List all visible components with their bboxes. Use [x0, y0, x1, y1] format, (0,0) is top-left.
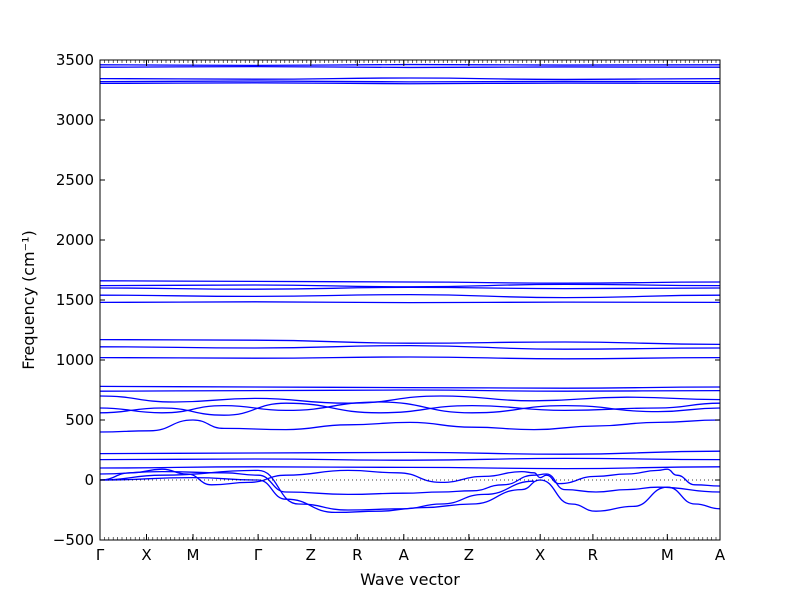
band-line-1: [99, 63, 721, 67]
x-tick-label: R: [588, 546, 598, 564]
band-line-12: [99, 344, 721, 350]
band-line-21: [99, 457, 721, 461]
band-line-18: [99, 402, 721, 416]
x-tick-label: A: [399, 546, 410, 564]
y-tick-label: −500: [53, 531, 94, 549]
band-line-6: [99, 280, 721, 284]
axis-ticks: [99, 59, 721, 541]
y-tick-label: 500: [65, 411, 94, 429]
y-tick-label: 2000: [56, 231, 94, 249]
y-axis-label: Frequency (cm⁻¹): [19, 230, 38, 369]
band-line-24: [99, 470, 721, 496]
band-line-10: [99, 301, 721, 304]
x-tick-label: R: [352, 546, 362, 564]
band-line-9: [99, 293, 721, 299]
x-axis-label: Wave vector: [360, 570, 460, 589]
band-line-26: [99, 469, 535, 511]
x-tick-label: Z: [464, 546, 474, 564]
band-line-20: [99, 450, 721, 455]
y-tick-label: 3500: [56, 51, 94, 69]
band-line-23: [99, 468, 721, 487]
y-tick-labels: −500 0 500 1000 1500 2000 2500 3000 3500: [53, 51, 94, 549]
y-tick-label: 0: [84, 471, 94, 489]
band-line-19: [99, 419, 721, 433]
x-tick-label: X: [141, 546, 151, 564]
band-line-7: [99, 283, 721, 288]
y-tick-label: 1000: [56, 351, 94, 369]
band-line-25: [99, 476, 721, 514]
band-line-3: [99, 77, 721, 81]
band-line-17: [99, 401, 721, 414]
band-line-11: [99, 338, 721, 346]
y-tick-label: 2500: [56, 171, 94, 189]
band-line-4: [99, 80, 721, 83]
band-line-16: [99, 395, 721, 404]
x-tick-label: X: [535, 546, 545, 564]
band-line-13: [99, 356, 721, 360]
band-line-8: [99, 286, 721, 290]
x-tick-label: A: [715, 546, 726, 564]
band-line-15: [99, 389, 721, 392]
band-line-14: [99, 385, 721, 389]
y-tick-label: 3000: [56, 111, 94, 129]
band-line-22: [99, 466, 721, 470]
plot-area: [99, 63, 721, 514]
x-tick-label: M: [187, 546, 200, 564]
y-tick-label: 1500: [56, 291, 94, 309]
band-line-5: [99, 82, 721, 85]
x-tick-label: Γ: [254, 546, 263, 564]
x-tick-label: Z: [306, 546, 316, 564]
x-tick-label: M: [661, 546, 674, 564]
band-line-2: [99, 65, 721, 69]
x-tick-label: Γ: [96, 546, 105, 564]
